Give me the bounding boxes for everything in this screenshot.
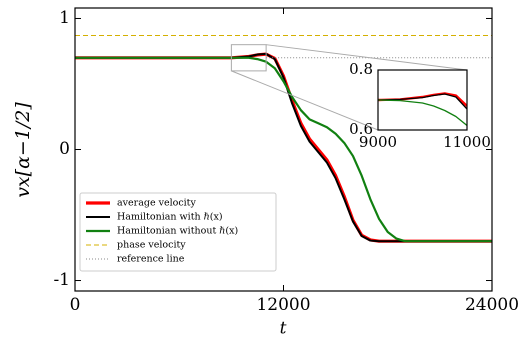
legend-label: Hamiltonian with ℏ(x) — [117, 212, 223, 223]
legend-label: average velocity — [117, 198, 197, 209]
y-tick-label: 0.6 — [349, 120, 373, 138]
series-line — [378, 99, 467, 127]
x-tick-label: 9000 — [359, 133, 397, 151]
legend-label: Hamiltonian without ℏ(x) — [117, 226, 238, 237]
y-tick-label: 0.8 — [349, 60, 373, 78]
zoom-connector — [266, 44, 468, 71]
x-tick-label: 24000 — [465, 295, 519, 315]
x-tick-label: 0 — [70, 295, 81, 315]
zoom-connector — [231, 70, 379, 131]
y-tick-label: 0 — [59, 139, 70, 159]
y-tick-label: 1 — [59, 8, 70, 28]
axes-frame — [377, 69, 468, 131]
legend-box — [79, 192, 277, 272]
series-line — [378, 93, 467, 110]
series-line — [75, 56, 492, 243]
x-axis-label: t — [280, 319, 287, 339]
y-axis-label: vx[α−1/2] — [12, 102, 34, 198]
legend-label: reference line — [117, 254, 185, 265]
zoom-region — [230, 44, 267, 72]
legend-label: phase velocity — [117, 240, 186, 251]
x-tick-label: 11000 — [443, 133, 491, 151]
y-tick-label: -1 — [53, 270, 70, 290]
x-tick-label: 12000 — [256, 295, 310, 315]
